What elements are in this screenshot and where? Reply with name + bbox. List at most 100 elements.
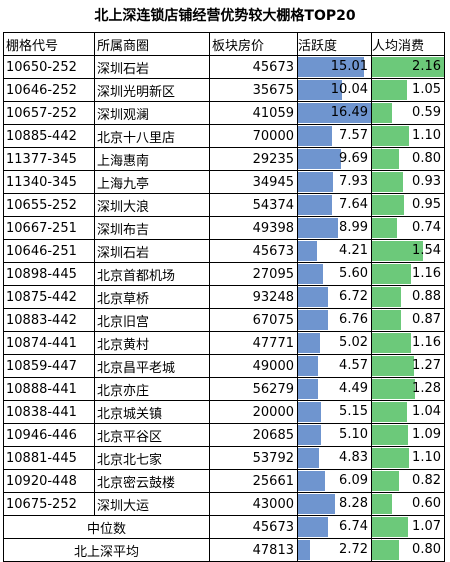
spending-cell: 0.80: [371, 538, 445, 562]
spending-bar: [372, 241, 424, 261]
area-cell: 深圳石岩: [94, 55, 210, 79]
spending-value: 0.88: [412, 289, 441, 304]
activity-bar: [298, 57, 365, 77]
spending-bar: [372, 494, 392, 514]
activity-value: 6.74: [339, 519, 368, 534]
table-row: 10883-442 北京旧宫 67075 6.76 0.87: [3, 308, 445, 332]
table-row: 10859-447 北京昌平老城 49000 4.57 1.27: [3, 354, 445, 378]
code-cell: 10667-251: [3, 216, 95, 240]
area-cell: 深圳光明新区: [94, 78, 210, 102]
code-cell: 10675-252: [3, 492, 95, 516]
activity-bar: [298, 333, 321, 353]
spending-cell: 0.87: [371, 308, 445, 332]
activity-value: 4.83: [339, 450, 368, 465]
price-cell: 41059: [209, 101, 298, 125]
ranking-table: 棚格代号 所属商圈 板块房价 活跃度 人均消费 10650-252 深圳石岩 456…: [3, 32, 445, 562]
activity-value: 8.99: [339, 220, 368, 235]
price-cell: 47771: [209, 331, 298, 355]
activity-bar: [298, 448, 320, 468]
spending-bar: [372, 195, 404, 215]
spending-bar: [372, 103, 392, 123]
spending-bar: [372, 517, 408, 537]
table-row: 10646-251 深圳石岩 45673 4.21 1.54: [3, 239, 445, 263]
summary-label: 中位数: [3, 515, 210, 539]
area-cell: 北京黄村: [94, 331, 210, 355]
spending-cell: 0.60: [371, 492, 445, 516]
table-row: 11340-345 上海九亭 34945 7.93 0.93: [3, 170, 445, 194]
price-cell: 27095: [209, 262, 298, 286]
table-row: 10650-252 深圳石岩 45673 15.01 2.16: [3, 55, 445, 79]
area-cell: 深圳布吉: [94, 216, 210, 240]
spending-bar: [372, 448, 409, 468]
spending-cell: 1.16: [371, 331, 445, 355]
table-row: 11377-345 上海惠南 29235 9.69 0.80: [3, 147, 445, 171]
activity-bar: [298, 218, 338, 238]
table-row: 10655-252 深圳大浪 54374 7.64 0.95: [3, 193, 445, 217]
spending-cell: 0.80: [371, 147, 445, 171]
price-cell: 93248: [209, 285, 298, 309]
spending-bar: [372, 172, 403, 192]
activity-cell: 9.69: [297, 147, 372, 171]
spending-bar: [372, 218, 397, 238]
activity-value: 5.15: [339, 404, 368, 419]
code-cell: 10946-446: [3, 423, 95, 447]
spending-bar: [372, 402, 407, 422]
area-cell: 深圳大运: [94, 492, 210, 516]
activity-bar: [298, 241, 317, 261]
code-cell: 10883-442: [3, 308, 95, 332]
activity-cell: 15.01: [297, 55, 372, 79]
code-cell: 10888-441: [3, 377, 95, 401]
activity-cell: 2.72: [297, 538, 372, 562]
activity-bar: [298, 126, 332, 146]
price-cell: 45673: [209, 239, 298, 263]
activity-cell: 8.28: [297, 492, 372, 516]
code-cell: 10838-441: [3, 400, 95, 424]
activity-value: 10.04: [330, 82, 368, 97]
activity-value: 6.72: [339, 289, 368, 304]
area-cell: 北京城关镇: [94, 400, 210, 424]
code-cell: 10920-448: [3, 469, 95, 493]
activity-value: 4.57: [339, 358, 368, 373]
price-cell: 45673: [209, 515, 298, 539]
spending-value: 2.16: [412, 59, 441, 74]
price-cell: 20685: [209, 423, 298, 447]
price-cell: 45673: [209, 55, 298, 79]
spending-bar: [372, 287, 402, 307]
code-cell: 10657-252: [3, 101, 95, 125]
activity-bar: [298, 517, 328, 537]
table-row: 10657-252 深圳观澜 41059 16.49 0.59: [3, 101, 445, 125]
area-cell: 北京十八里店: [94, 124, 210, 148]
spending-value: 0.80: [412, 151, 441, 166]
activity-cell: 10.04: [297, 78, 372, 102]
code-cell: 10646-252: [3, 78, 95, 102]
activity-cell: 6.74: [297, 515, 372, 539]
area-cell: 北京昌平老城: [94, 354, 210, 378]
activity-bar: [298, 103, 371, 123]
activity-cell: 16.49: [297, 101, 372, 125]
activity-cell: 7.64: [297, 193, 372, 217]
spending-cell: 0.59: [371, 101, 445, 125]
code-cell: 10859-447: [3, 354, 95, 378]
spending-cell: 1.07: [371, 515, 445, 539]
area-cell: 深圳观澜: [94, 101, 210, 125]
header-activity: 活跃度: [297, 32, 372, 56]
price-cell: 47813: [209, 538, 298, 562]
code-cell: 11377-345: [3, 147, 95, 171]
area-cell: 上海惠南: [94, 147, 210, 171]
spending-cell: 1.10: [371, 446, 445, 470]
spending-value: 0.93: [412, 174, 441, 189]
spending-bar: [372, 264, 411, 284]
price-cell: 53792: [209, 446, 298, 470]
spending-value: 1.09: [412, 427, 441, 442]
price-cell: 43000: [209, 492, 298, 516]
activity-value: 6.09: [339, 473, 368, 488]
header-row: 棚格代号 所属商圈 板块房价 活跃度 人均消费: [3, 32, 445, 56]
price-cell: 49398: [209, 216, 298, 240]
table-row: 10675-252 深圳大运 43000 8.28 0.60: [3, 492, 445, 516]
activity-cell: 6.72: [297, 285, 372, 309]
activity-cell: 6.76: [297, 308, 372, 332]
code-cell: 11340-345: [3, 170, 95, 194]
area-cell: 上海九亭: [94, 170, 210, 194]
table-row: 10646-252 深圳光明新区 35675 10.04 1.05: [3, 78, 445, 102]
spending-value: 1.54: [412, 243, 441, 258]
